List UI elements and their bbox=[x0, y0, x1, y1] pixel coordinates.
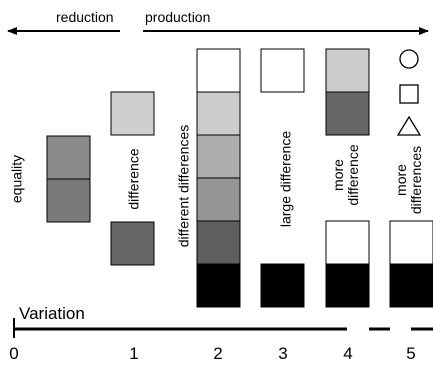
different-differences-square-4 bbox=[196, 177, 241, 222]
equality-square-top bbox=[46, 135, 91, 180]
axis-tick-3: 3 bbox=[278, 344, 288, 363]
more-differences-square-white bbox=[389, 220, 433, 265]
difference-square-light bbox=[110, 91, 155, 136]
reduction-label: reduction bbox=[56, 9, 114, 25]
axis-tick-2: 2 bbox=[213, 344, 223, 363]
more-difference-square-dark bbox=[325, 91, 370, 136]
large-difference-square-black bbox=[260, 263, 305, 308]
large-difference-square-white bbox=[260, 48, 305, 93]
triangle-icon bbox=[396, 115, 422, 136]
equality-label: equality bbox=[8, 154, 25, 204]
square-icon bbox=[399, 84, 419, 104]
different-differences-square-3 bbox=[196, 134, 241, 179]
more-differences-line-2: differences bbox=[408, 145, 424, 215]
more-difference-label: more difference bbox=[330, 144, 361, 206]
more-differences-line-1: more bbox=[393, 164, 409, 196]
large-difference-label: large difference bbox=[277, 130, 294, 228]
different-differences-square-7 bbox=[196, 263, 241, 308]
circle-icon bbox=[399, 49, 419, 69]
different-differences-square-1 bbox=[196, 48, 241, 93]
axis-tick-4: 4 bbox=[343, 344, 353, 363]
axis-tick-0: 0 bbox=[9, 344, 19, 363]
more-difference-square-white bbox=[325, 220, 370, 265]
difference-square-dark bbox=[110, 221, 155, 266]
more-difference-line-1: more bbox=[330, 159, 346, 191]
production-label: production bbox=[145, 9, 211, 25]
axis-tick-5: 5 bbox=[406, 344, 416, 363]
equality-square-bottom bbox=[46, 178, 91, 223]
different-differences-square-6 bbox=[196, 220, 241, 265]
variation-axis-label: Variation bbox=[19, 304, 85, 323]
different-differences-square-2 bbox=[196, 91, 241, 136]
more-difference-line-2: difference bbox=[345, 144, 361, 206]
difference-label: difference bbox=[125, 148, 142, 210]
axis-tick-1: 1 bbox=[129, 344, 139, 363]
more-difference-square-light bbox=[325, 48, 370, 93]
more-differences-label: more differences bbox=[393, 145, 424, 215]
more-differences-square-black bbox=[389, 263, 433, 308]
more-difference-square-black bbox=[325, 263, 370, 308]
different-differences-label: different differences bbox=[175, 124, 192, 248]
